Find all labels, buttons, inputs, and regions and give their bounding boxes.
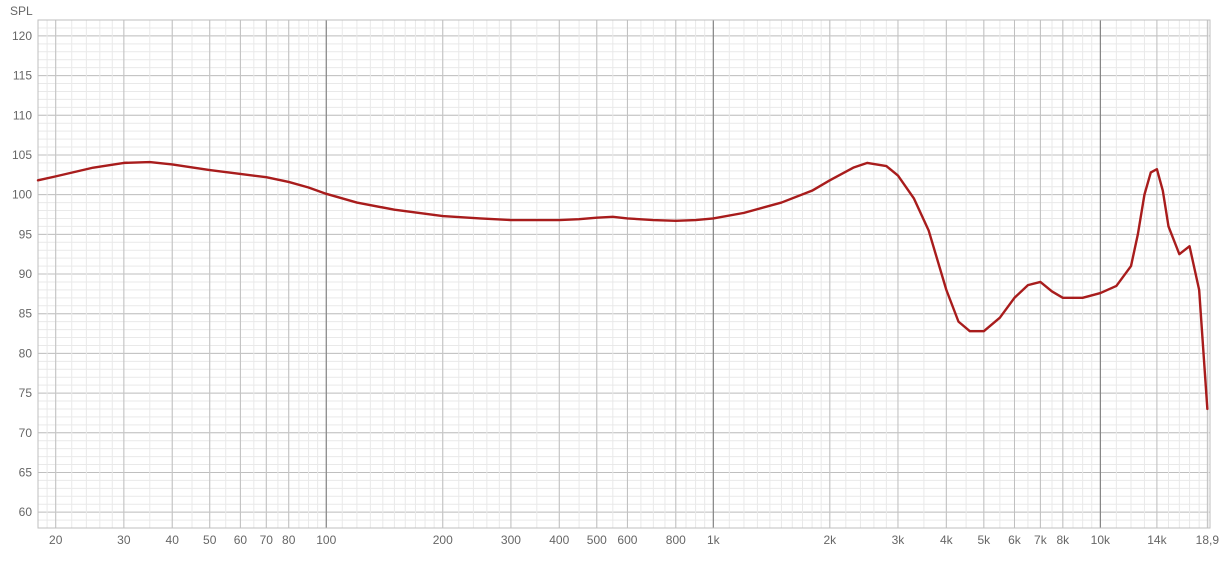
x-tick-label: 400 — [549, 533, 569, 547]
x-tick-label: 300 — [501, 533, 521, 547]
x-tick-label: 800 — [666, 533, 686, 547]
x-tick-label: 6k — [1008, 533, 1022, 547]
y-tick-label: 110 — [13, 108, 32, 122]
x-tick-label: 4k — [940, 533, 954, 547]
x-tick-label: 1k — [707, 533, 721, 547]
y-tick-label: 105 — [12, 148, 32, 162]
y-tick-label: 65 — [19, 465, 33, 479]
x-tick-label: 50 — [203, 533, 217, 547]
y-tick-label: 100 — [12, 188, 32, 202]
x-tick-label: 3k — [892, 533, 906, 547]
x-tick-label: 80 — [282, 533, 296, 547]
x-tick-label: 10k — [1091, 533, 1111, 547]
x-tick-label: 2k — [823, 533, 837, 547]
x-tick-label: 100 — [316, 533, 336, 547]
y-tick-label: 60 — [19, 505, 33, 519]
x-tick-label: 40 — [166, 533, 180, 547]
y-tick-label: 75 — [19, 386, 33, 400]
x-tick-label: 30 — [117, 533, 131, 547]
y-tick-label: 95 — [19, 227, 33, 241]
x-tick-label: 70 — [260, 533, 274, 547]
x-tick-label: 500 — [587, 533, 607, 547]
x-tick-label: 200 — [433, 533, 453, 547]
y-tick-label: 85 — [19, 307, 33, 321]
x-tick-label: 20 — [49, 533, 63, 547]
y-tick-label: 70 — [19, 426, 33, 440]
x-tick-label: 7k — [1034, 533, 1048, 547]
x-tick-label: 600 — [617, 533, 637, 547]
y-tick-label: 115 — [13, 69, 32, 83]
x-tick-label: 8k — [1056, 533, 1070, 547]
chart-svg: 60 65 70 75 80 85 90 95 100 105 110 115 120 20 30 40 50 6… — [0, 0, 1220, 561]
x-tick-label: 14k — [1147, 533, 1167, 547]
frequency-response-chart: 60 65 70 75 80 85 90 95 100 105 110 115 120 20 30 40 50 6… — [0, 0, 1220, 561]
x-tick-label: 5k — [977, 533, 991, 547]
y-tick-label: 80 — [19, 346, 33, 360]
y-tick-label: 90 — [19, 267, 33, 281]
y-axis-title: SPL — [10, 4, 33, 18]
x-tick-label: 18,9 — [1196, 533, 1220, 547]
y-tick-label: 120 — [12, 29, 32, 43]
x-tick-label: 60 — [234, 533, 248, 547]
